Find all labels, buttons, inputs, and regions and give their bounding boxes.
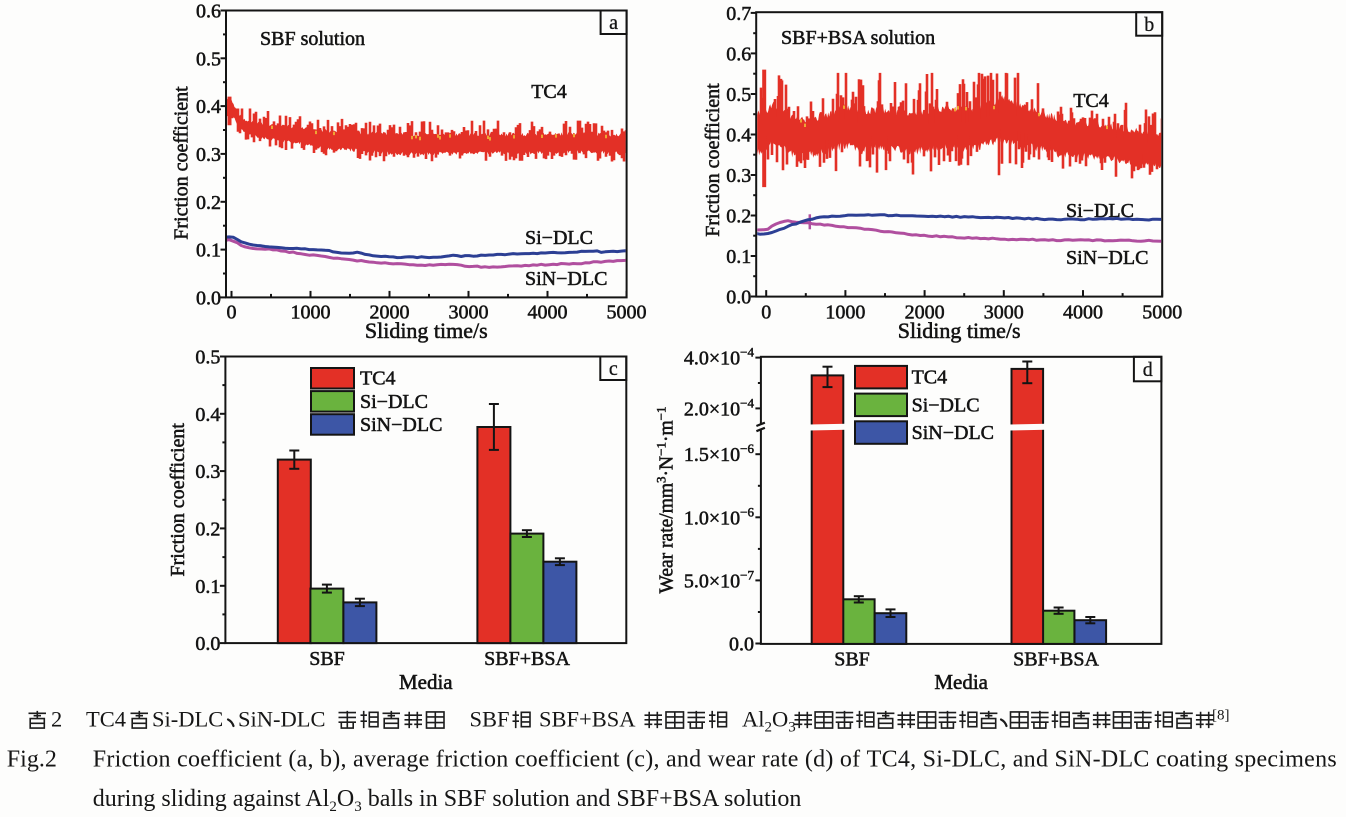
svg-text:4.0×10−4: 4.0×10−4	[684, 345, 755, 370]
svg-text:0.7: 0.7	[726, 3, 751, 25]
svg-text:SBF solution: SBF solution	[260, 28, 365, 50]
svg-text:0.6: 0.6	[196, 1, 221, 23]
svg-text:c: c	[609, 358, 618, 380]
svg-text:0.0: 0.0	[195, 633, 220, 655]
svg-text:SBF+BSA: SBF+BSA	[539, 707, 636, 732]
svg-text:2: 2	[51, 707, 62, 732]
svg-text:SBF: SBF	[309, 648, 345, 670]
svg-text:during sliding against Al2O3 b: during sliding against Al2O3 balls in SB…	[93, 786, 802, 815]
svg-text:Si−DLC: Si−DLC	[525, 227, 593, 249]
svg-text:0: 0	[227, 302, 237, 324]
svg-text:Friction coefficient (a, b), a: Friction coefficient (a, b), average fri…	[93, 747, 1337, 773]
svg-text:4000: 4000	[528, 302, 568, 324]
svg-text:5000: 5000	[1142, 302, 1182, 324]
svg-text:0.6: 0.6	[726, 43, 751, 65]
svg-text:TC4: TC4	[86, 707, 126, 732]
svg-text:0.4: 0.4	[195, 404, 220, 426]
svg-text:SiN−DLC: SiN−DLC	[525, 268, 607, 290]
svg-text:Media: Media	[399, 670, 453, 694]
svg-text:2000: 2000	[370, 302, 410, 324]
svg-text:SiN−DLC: SiN−DLC	[1066, 247, 1148, 269]
svg-text:SiN-DLC: SiN-DLC	[238, 707, 326, 732]
svg-text:3000: 3000	[449, 302, 489, 324]
svg-text:5.0×10−7: 5.0×10−7	[684, 567, 755, 592]
svg-text:Si-DLC: Si-DLC	[152, 707, 223, 732]
svg-text:TC4: TC4	[531, 81, 567, 103]
svg-text:TC4: TC4	[360, 368, 396, 390]
svg-text:1000: 1000	[825, 302, 865, 324]
svg-text:SiN−DLC: SiN−DLC	[360, 414, 442, 436]
svg-text:0.2: 0.2	[196, 192, 221, 214]
svg-text:0.1: 0.1	[726, 246, 751, 268]
svg-text:Friction coefficient: Friction coefficient	[171, 86, 193, 240]
svg-text:Sliding time/s: Sliding time/s	[898, 318, 1021, 343]
svg-text:0.2: 0.2	[195, 518, 220, 540]
svg-text:TC4: TC4	[912, 367, 948, 389]
svg-text:a: a	[609, 12, 618, 34]
svg-text:TC4: TC4	[1073, 90, 1109, 112]
svg-text:3000: 3000	[984, 302, 1024, 324]
svg-text:SBF: SBF	[470, 707, 510, 732]
svg-text:4000: 4000	[1063, 302, 1103, 324]
svg-text:SiN−DLC: SiN−DLC	[912, 422, 994, 444]
svg-text:0.0: 0.0	[726, 287, 751, 309]
svg-text:Al2O3: Al2O3	[742, 707, 796, 736]
svg-text:2.0×10−4: 2.0×10−4	[684, 395, 755, 420]
svg-text:2000: 2000	[905, 302, 945, 324]
svg-text:Friction coefficient: Friction coefficient	[167, 423, 189, 577]
svg-text:1.5×10−6: 1.5×10−6	[684, 441, 755, 466]
svg-text:0.4: 0.4	[196, 96, 221, 118]
svg-text:0.5: 0.5	[195, 347, 220, 369]
svg-text:0.2: 0.2	[726, 206, 751, 228]
svg-text:0.1: 0.1	[196, 240, 221, 262]
svg-text:Si−DLC: Si−DLC	[912, 394, 980, 416]
svg-text:SBF: SBF	[834, 649, 870, 671]
svg-text:Si−DLC: Si−DLC	[1066, 200, 1134, 222]
svg-text:0.0: 0.0	[196, 287, 221, 309]
svg-text:5000: 5000	[607, 302, 647, 324]
svg-text:Fig.2: Fig.2	[7, 747, 57, 773]
svg-text:0.3: 0.3	[726, 165, 751, 187]
svg-text:0.1: 0.1	[195, 576, 220, 598]
svg-text:SBF+BSA solution: SBF+BSA solution	[781, 27, 935, 49]
svg-text:d: d	[1143, 359, 1153, 381]
svg-text:SBF+BSA: SBF+BSA	[484, 648, 570, 670]
svg-text:0.5: 0.5	[196, 48, 221, 70]
svg-text:Si−DLC: Si−DLC	[360, 391, 428, 413]
svg-text:1.0×10−6: 1.0×10−6	[684, 504, 755, 529]
svg-text:0: 0	[761, 302, 771, 324]
svg-text:b: b	[1144, 14, 1154, 36]
svg-text:Media: Media	[934, 670, 988, 694]
svg-text:Friction coefficient: Friction coefficient	[702, 83, 724, 237]
svg-text:Wear rate/mm3·N−1·m−1: Wear rate/mm3·N−1·m−1	[654, 407, 678, 594]
svg-text:Sliding time/s: Sliding time/s	[365, 318, 488, 343]
svg-text:SBF+BSA: SBF+BSA	[1013, 649, 1099, 671]
svg-text:0.0: 0.0	[729, 634, 754, 656]
svg-text:[8]: [8]	[1212, 708, 1230, 724]
svg-text:0.4: 0.4	[726, 125, 751, 147]
svg-text:0.3: 0.3	[195, 461, 220, 483]
svg-text:1000: 1000	[291, 302, 331, 324]
svg-text:0.5: 0.5	[726, 84, 751, 106]
svg-text:0.3: 0.3	[196, 144, 221, 166]
